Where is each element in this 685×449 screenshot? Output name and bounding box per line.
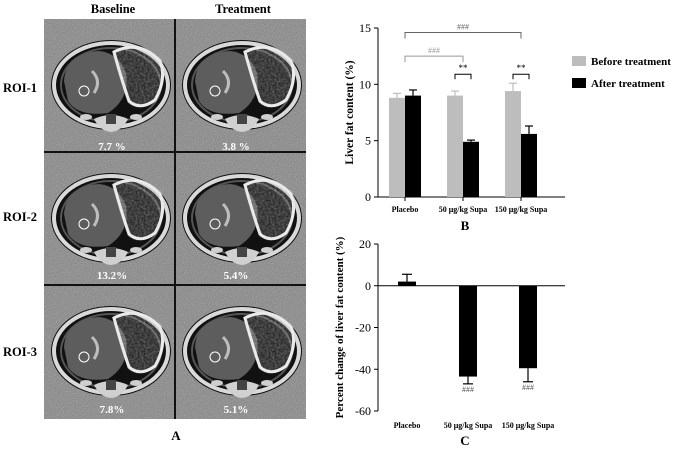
mri-grid	[44, 19, 306, 419]
legend-label-b-after-treatment: After treatment	[591, 78, 665, 90]
bar-c-150-g-kg-supa	[519, 285, 537, 369]
sig-label-c-0: ###	[462, 385, 474, 394]
y-tick-label-b-5: 5	[365, 134, 371, 148]
fat-pct-roi3-baseline: 7.8%	[100, 404, 125, 416]
col-header-baseline: Baseline	[91, 2, 136, 16]
panel-label-c: C	[460, 433, 469, 448]
y-tick-label-b-15: 15	[359, 21, 371, 35]
x-tick-label-b-placebo: Placebo	[392, 205, 419, 214]
y-tick-label-c--20: -20	[355, 321, 371, 335]
x-tick-label-c-150-g-kg-supa: 150 μg/kg Supa	[502, 421, 555, 430]
fat-pct-roi1-treatment: 3.8 %	[222, 141, 250, 153]
sig-label-b-3: **	[517, 63, 527, 73]
sig-label-c-1: ###	[522, 383, 534, 392]
roi-label-3: ROI-3	[3, 345, 37, 359]
legend-swatch-b-after-treatment	[572, 78, 586, 88]
bar-b-after-treatment-placebo	[405, 95, 421, 197]
legend-swatch-b-before-treatment	[572, 56, 586, 66]
y-tick-label-b-10: 10	[359, 77, 371, 91]
bar-c-50-g-kg-supa	[459, 285, 477, 377]
sig-bracket-b-2	[454, 73, 472, 80]
panel-label-b: B	[461, 218, 470, 233]
fat-pct-roi3-treatment: 5.1%	[224, 404, 249, 416]
x-tick-label-b-150-g-kg-supa: 150 μg/kg Supa	[495, 205, 548, 214]
bar-c-placebo	[398, 281, 416, 286]
fat-pct-roi2-baseline: 13.2%	[97, 270, 127, 282]
y-axis-title-b: Liver fat content (%)	[344, 60, 356, 164]
bar-b-before-treatment-50-g-kg-supa	[447, 95, 463, 197]
y-tick-label-b-0: 0	[365, 190, 371, 204]
y-axis-title-c: Percent change of liver fat content (%)	[334, 236, 346, 418]
chart-b: 0 5 10 15 Liver fat content (%) Placebo 50 μg/…	[344, 21, 671, 233]
chart-c: 20 0 -20 -40 -60 Percent change of liver fat …	[334, 236, 565, 448]
col-header-treatment: Treatment	[215, 2, 272, 16]
sig-bracket-b-3	[512, 73, 530, 80]
bar-b-after-treatment-150-g-kg-supa	[521, 133, 537, 197]
fat-pct-roi1-baseline: 7.7 %	[98, 141, 126, 153]
sig-label-b-1: ###	[457, 23, 469, 32]
legend-label-b-before-treatment: Before treatment	[591, 56, 671, 68]
sig-bracket-b-0	[404, 55, 464, 63]
sig-bracket-b-1	[404, 32, 522, 39]
x-tick-label-c-placebo: Placebo	[394, 421, 421, 430]
x-tick-label-b-50-g-kg-supa: 50 μg/kg Supa	[439, 205, 488, 214]
y-tick-label-c--60: -60	[355, 404, 371, 418]
panel-a: Baseline Treatment ROI-1 ROI-2 ROI-3 7.7…	[3, 2, 306, 443]
roi-label-1: ROI-1	[3, 81, 37, 95]
roi-label-2: ROI-2	[3, 210, 37, 224]
y-tick-label-c-0: 0	[365, 279, 371, 293]
fat-pct-roi2-treatment: 5.4%	[224, 270, 249, 282]
x-tick-label-c-50-g-kg-supa: 50 μg/kg Supa	[444, 421, 493, 430]
sig-label-b-2: **	[459, 63, 469, 73]
panel-label-a: A	[171, 428, 181, 443]
y-tick-label-c--40: -40	[355, 362, 371, 376]
sig-label-b-0: ###	[428, 46, 440, 55]
bar-b-after-treatment-50-g-kg-supa	[463, 141, 479, 197]
y-tick-label-c-20: 20	[359, 237, 371, 251]
bar-b-before-treatment-150-g-kg-supa	[505, 91, 521, 197]
bar-b-before-treatment-placebo	[389, 97, 405, 197]
